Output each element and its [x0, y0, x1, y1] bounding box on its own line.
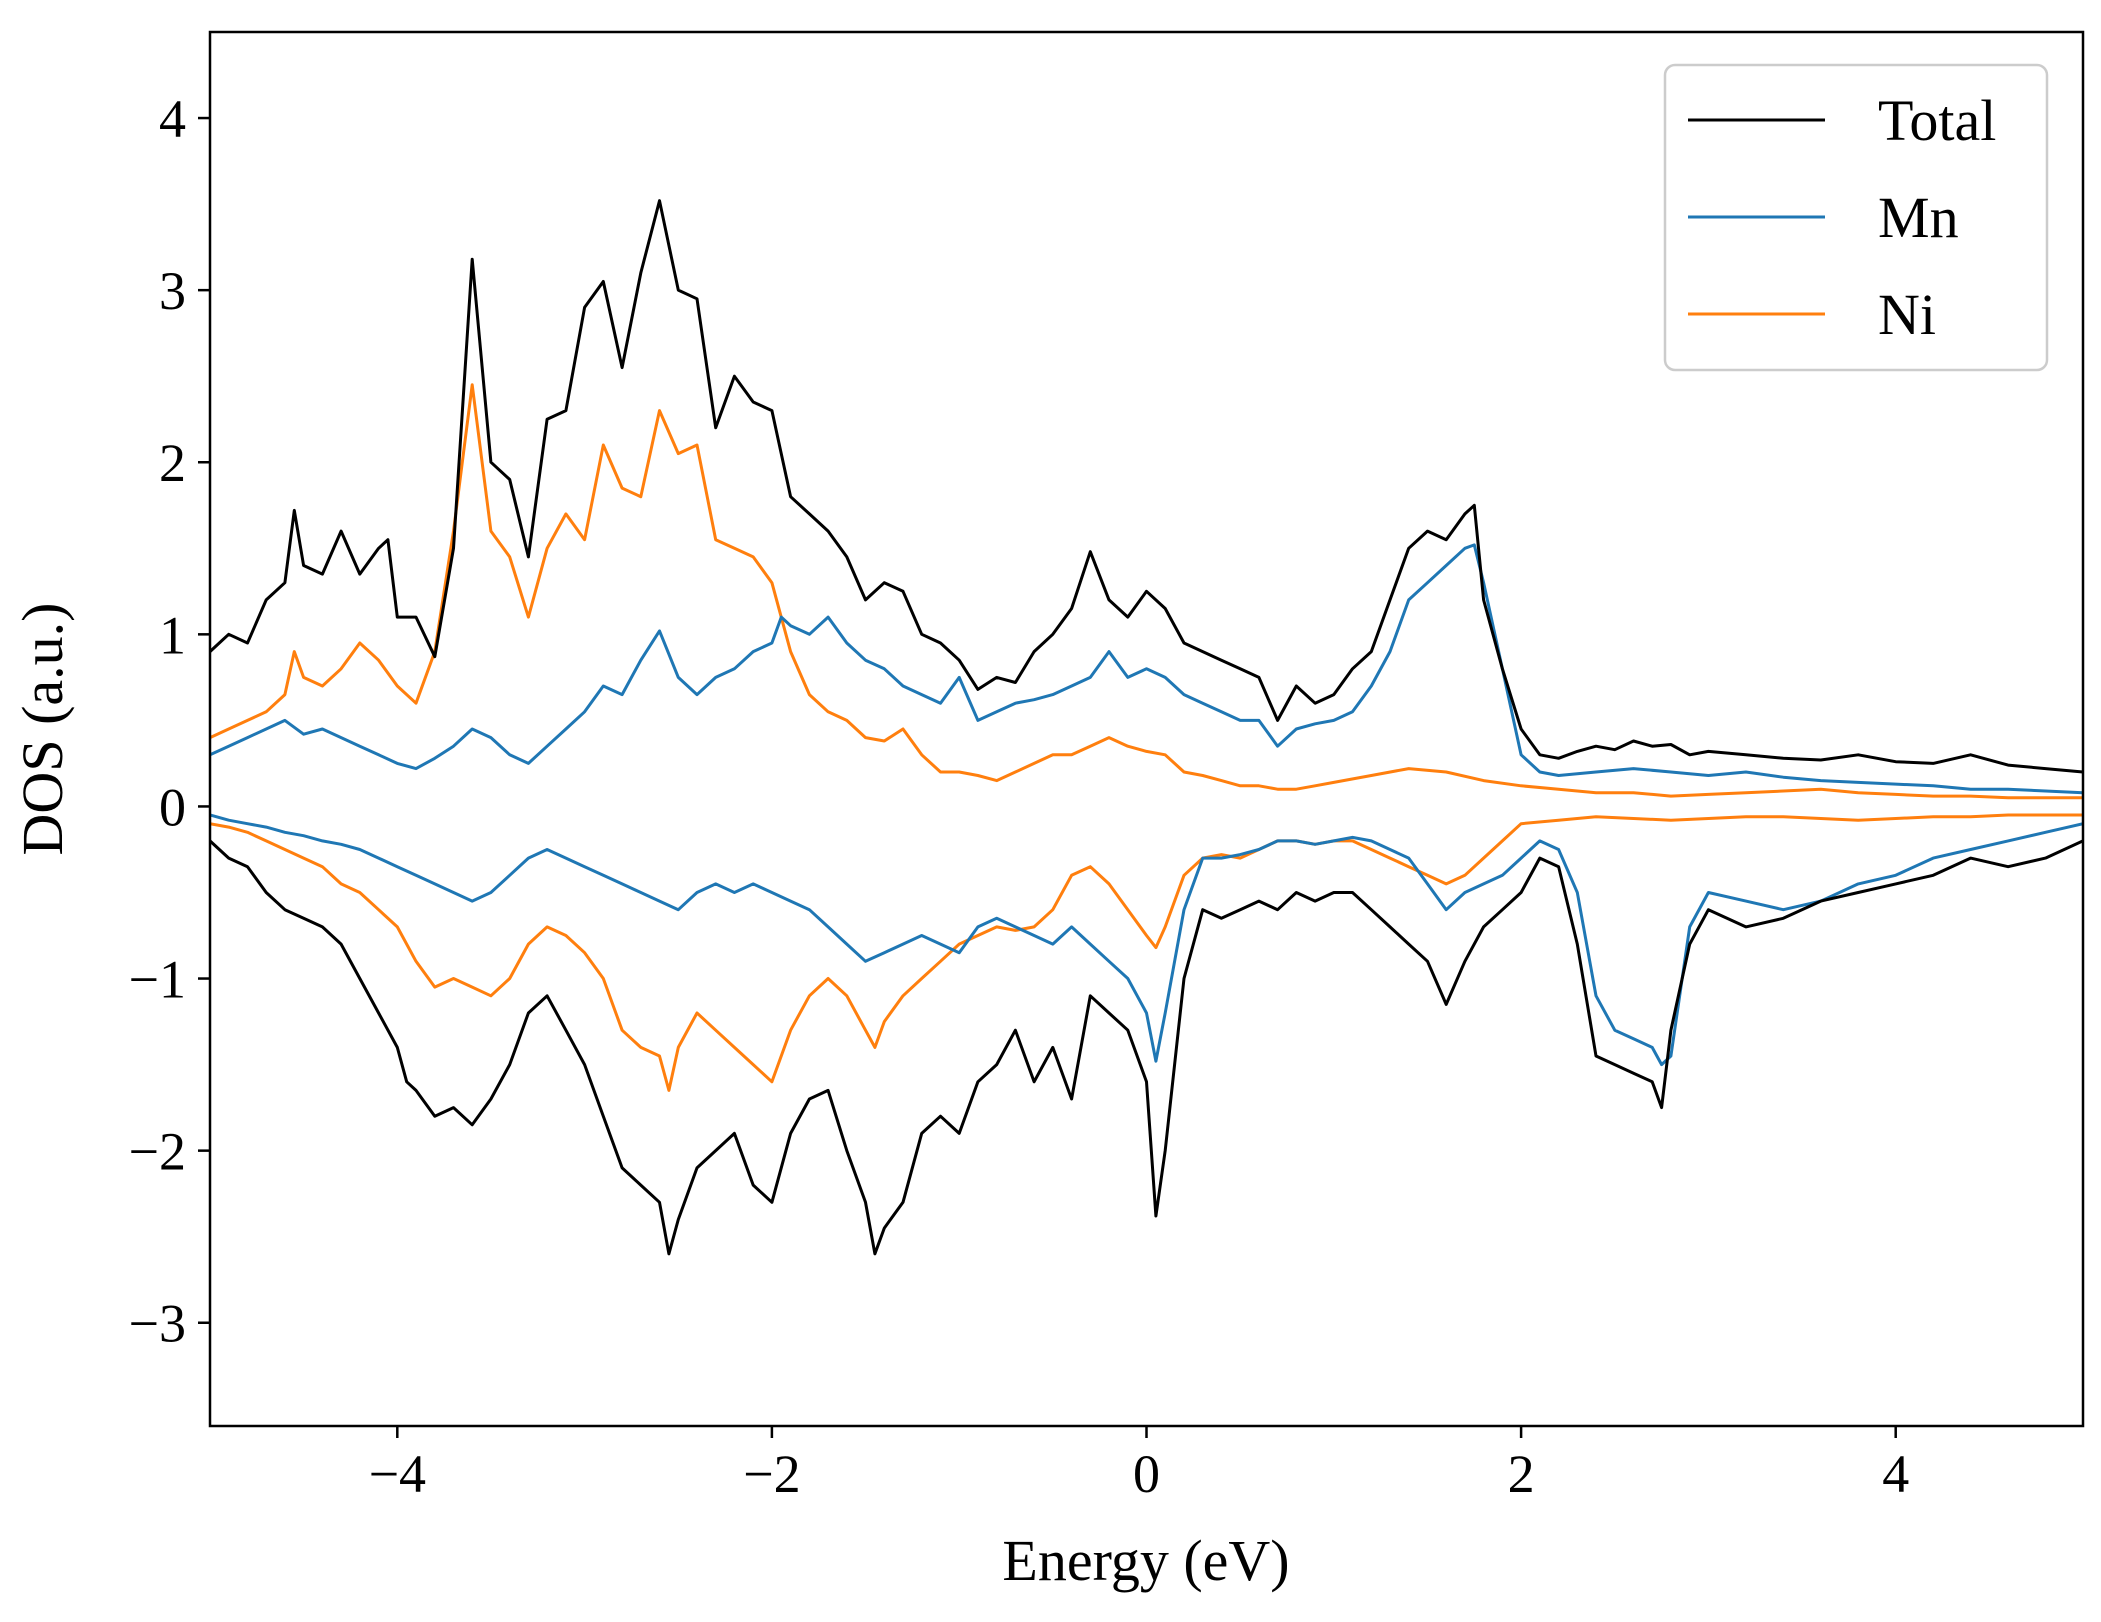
legend-box	[1663, 63, 2049, 372]
x-tick-label: −2	[743, 1444, 800, 1504]
y-axis: −3 −2 −1 0 1 2 3 4	[129, 89, 210, 1354]
y-tick-label: 2	[159, 433, 186, 493]
y-tick-label: −3	[129, 1294, 186, 1354]
y-tick-label: 4	[159, 89, 186, 149]
y-tick-label: −2	[129, 1122, 186, 1182]
series-mn-spin-down-line	[210, 813, 2083, 1067]
y-tick-label: 3	[159, 261, 186, 321]
series-ni-spin-up-line	[210, 383, 2083, 800]
series-ni-spin-down-line	[210, 813, 2083, 1092]
legend-label-total: Total	[1878, 88, 1996, 153]
legend-label-ni: Ni	[1878, 282, 1936, 347]
x-axis: −4 −2 0 2 4	[369, 1426, 1909, 1504]
y-tick-label: 0	[159, 777, 186, 837]
y-axis-title: DOS (a.u.)	[10, 603, 75, 856]
x-tick-label: 2	[1508, 1444, 1535, 1504]
x-axis-title: Energy (eV)	[1002, 1528, 1289, 1593]
series-total-spin-down-line	[210, 839, 2083, 1256]
series-total-spin-up-line	[210, 199, 2083, 774]
series-layer	[210, 199, 2083, 1256]
series-mn-spin-up-line	[210, 543, 2083, 795]
legend-label-mn: Mn	[1878, 185, 1959, 250]
x-tick-label: 4	[1882, 1444, 1909, 1504]
x-tick-label: −4	[369, 1444, 426, 1504]
y-tick-label: 1	[159, 605, 186, 665]
y-tick-label: −1	[129, 950, 186, 1010]
x-tick-label: 0	[1133, 1444, 1160, 1504]
legend: Total Mn Ni	[1663, 63, 2049, 372]
